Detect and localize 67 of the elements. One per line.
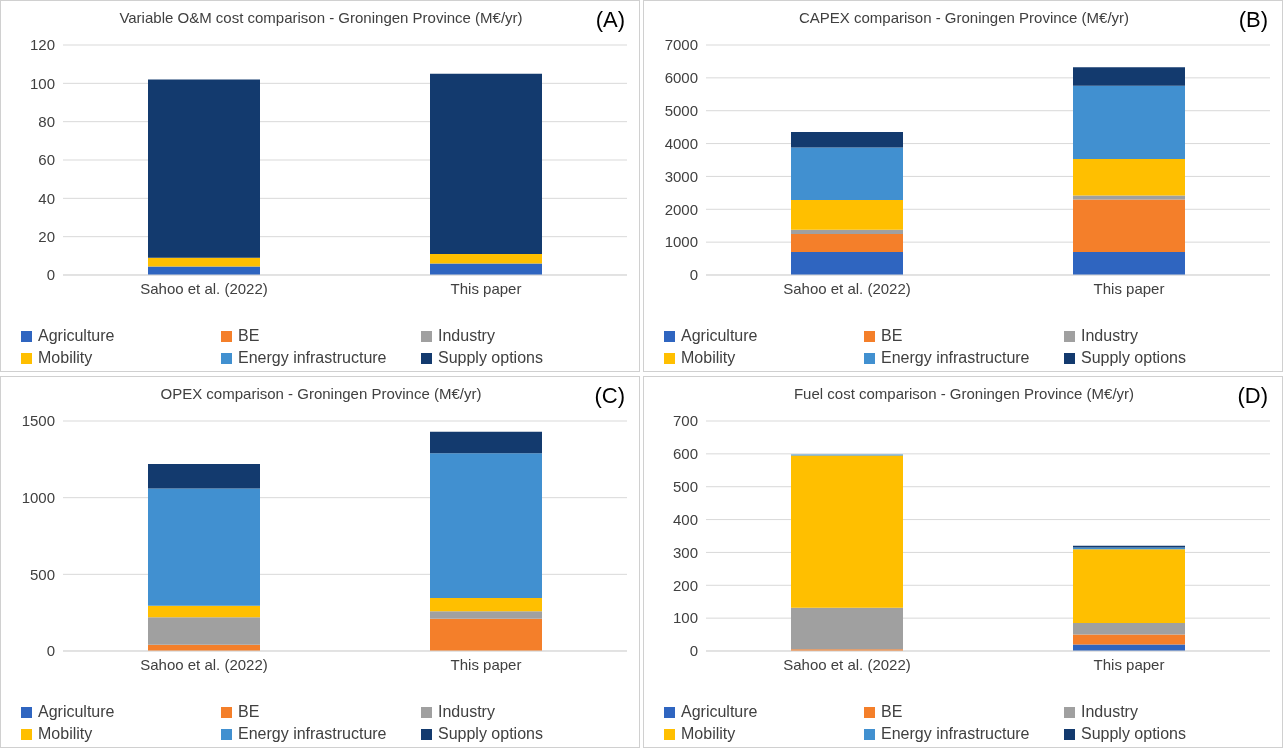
legend-label: Industry [1081,703,1138,721]
legend-label: Energy infrastructure [238,349,387,367]
y-tick-label: 4000 [664,134,698,152]
y-tick-label: 1500 [21,412,55,430]
y-tick-label: 400 [672,510,698,528]
y-tick-label: 0 [689,642,698,660]
x-tick-label: Sahoo et al. (2022) [783,279,911,297]
legend-label: Supply options [438,725,543,743]
y-tick-label: 100 [29,74,55,92]
legend-label: Agriculture [38,703,115,721]
legend-label: Mobility [38,349,93,367]
legend-label: Mobility [681,725,736,743]
y-tick-label: 7000 [664,36,698,54]
legend-label: Energy infrastructure [238,725,387,743]
y-tick-label: 700 [672,412,698,430]
y-tick-label: 100 [672,609,698,627]
y-tick-label: 0 [689,266,698,284]
text: (A) [595,7,625,33]
y-tick-label: 200 [672,576,698,594]
legend-label: Energy infrastructure [881,725,1030,743]
chart-title: CAPEX comparison - Groningen Province (M€/yr) [798,9,1130,26]
legend-label: Agriculture [38,327,115,345]
y-tick-label: 120 [29,36,55,54]
legend-label: Mobility [38,725,93,743]
y-tick-label: 2000 [664,200,698,218]
y-tick-label: 80 [38,112,55,130]
y-tick-label: 60 [38,151,55,169]
x-tick-label: Sahoo et al. (2022) [140,279,268,297]
text: (D) [1237,383,1268,409]
text: (C) [594,383,625,409]
legend-label: Energy infrastructure [881,349,1030,367]
legend-label: Industry [438,703,495,721]
legend-label: Agriculture [681,327,758,345]
chart-title: Fuel cost comparison - Groningen Province (M€/yr) [793,385,1135,402]
legend-label: BE [238,327,260,345]
y-tick-label: 0 [46,266,55,284]
y-tick-label: 40 [38,189,55,207]
legend-label: Supply options [1081,725,1186,743]
legend-label: Supply options [438,349,543,367]
y-tick-label: 500 [672,478,698,496]
x-tick-label: This paper [450,279,522,297]
y-tick-label: 0 [46,642,55,660]
chart-title: Variable O&M cost comparison - Groningen Province (M€/yr) [119,9,523,26]
legend-label: Mobility [681,349,736,367]
legend-label: BE [881,327,903,345]
x-tick-label: This paper [1093,279,1165,297]
y-tick-label: 600 [672,445,698,463]
y-tick-label: 6000 [664,69,698,87]
x-tick-label: Sahoo et al. (2022) [783,655,911,673]
legend-label: Agriculture [681,703,758,721]
y-tick-label: 1000 [21,488,55,506]
y-tick-label: 20 [38,227,55,245]
y-tick-label: 300 [672,543,698,561]
x-tick-label: Sahoo et al. (2022) [140,655,268,673]
y-tick-label: 500 [29,565,55,583]
chart-title: OPEX comparison - Groningen Province (M€/yr) [160,385,482,402]
text: (B) [1238,7,1268,33]
y-tick-label: 5000 [664,102,698,120]
legend-label: Industry [438,327,495,345]
legend-label: Industry [1081,327,1138,345]
legend-label: Supply options [1081,349,1186,367]
legend-label: BE [881,703,903,721]
x-tick-label: This paper [1093,655,1165,673]
legend-label: BE [238,703,260,721]
y-tick-label: 1000 [664,233,698,251]
y-tick-label: 3000 [664,167,698,185]
x-tick-label: This paper [450,655,522,673]
